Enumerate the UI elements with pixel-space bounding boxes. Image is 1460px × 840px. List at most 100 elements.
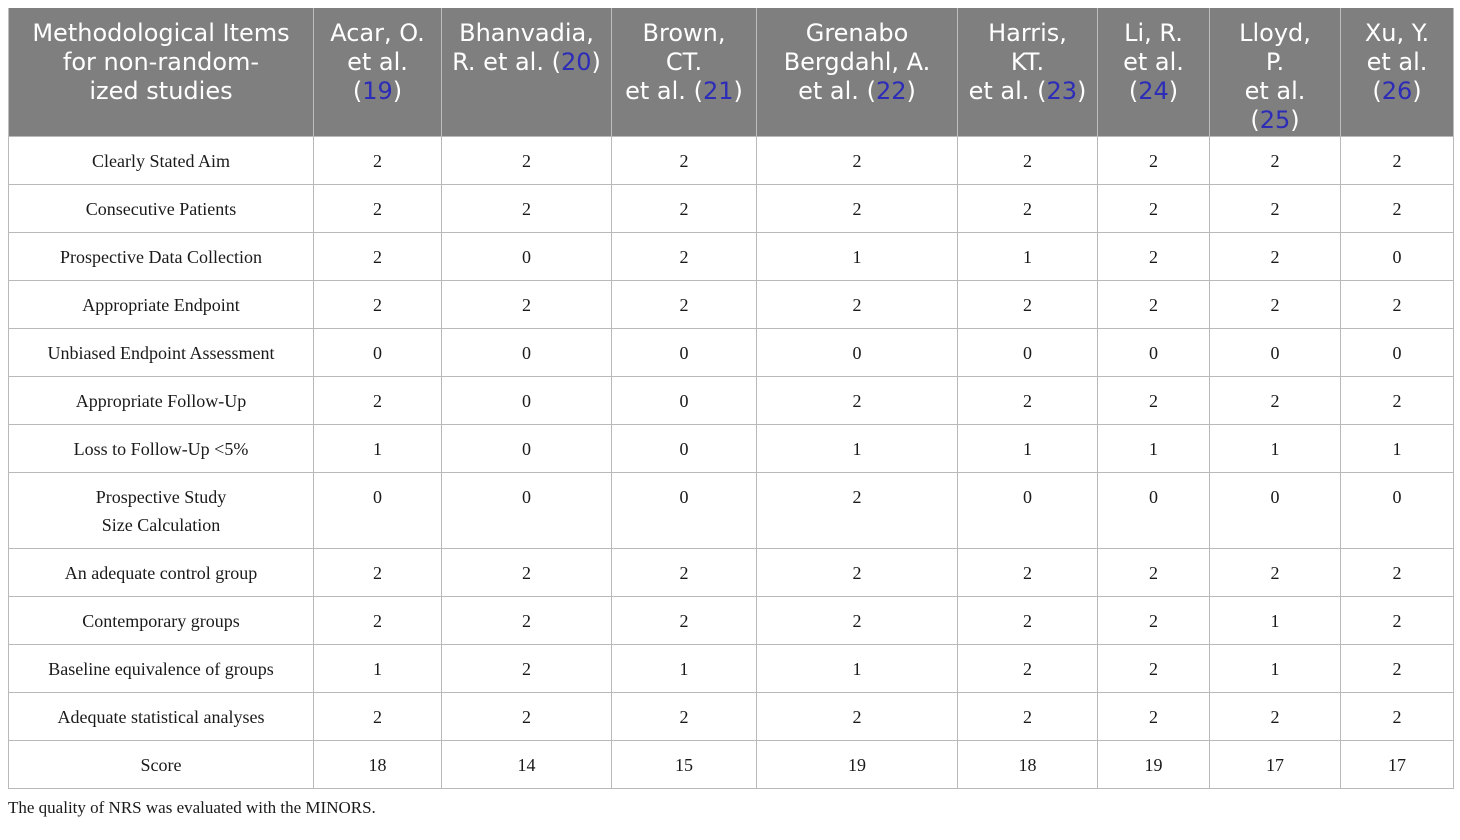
score-cell: 2 xyxy=(957,135,1098,185)
score-cell: 14 xyxy=(441,739,612,789)
score-cell: 2 xyxy=(1209,279,1341,329)
methodological-item-cell: Prospective Study Size Calculation xyxy=(8,471,314,549)
header-methodological-items: Methodological Items for non-random- ize… xyxy=(8,8,314,136)
study-name: Grenabo Bergdahl, A. et al. ( xyxy=(783,19,931,105)
score-cell: 17 xyxy=(1340,739,1454,789)
score-cell: 2 xyxy=(1097,643,1210,693)
score-cell: 1 xyxy=(1209,643,1341,693)
score-cell: 1 xyxy=(1097,423,1210,473)
reference-link[interactable]: 22 xyxy=(875,77,907,105)
score-cell: 2 xyxy=(313,595,442,645)
reference-link[interactable]: 26 xyxy=(1381,77,1413,105)
score-cell: 2 xyxy=(756,135,958,185)
header-row: Methodological Items for non-random- ize… xyxy=(8,8,1454,136)
table-row: Contemporary groups 2 2 2 2 2 2 1 2 xyxy=(8,595,1454,645)
close-paren: ) xyxy=(591,48,601,76)
methodological-item-cell: Appropriate Follow-Up xyxy=(8,375,314,425)
score-cell: 2 xyxy=(756,471,958,549)
score-cell: 19 xyxy=(756,739,958,789)
reference-link[interactable]: 24 xyxy=(1138,77,1169,105)
header-study-li: Li, R. et al. (24) xyxy=(1097,8,1210,136)
score-cell: 2 xyxy=(1209,547,1341,597)
score-cell: 2 xyxy=(1097,691,1210,741)
score-cell: 2 xyxy=(1097,595,1210,645)
score-cell: 2 xyxy=(611,231,757,281)
close-paren: ) xyxy=(1076,77,1087,105)
study-name: Acar, O. et al. ( xyxy=(330,19,425,105)
score-cell: 2 xyxy=(313,547,442,597)
score-cell: 2 xyxy=(441,183,612,233)
score-cell: 1 xyxy=(611,643,757,693)
methodological-item-cell: Loss to Follow-Up <5% xyxy=(8,423,314,473)
score-cell: 0 xyxy=(1097,471,1210,549)
score-cell: 1 xyxy=(756,231,958,281)
header-study-xu: Xu, Y. et al. (26) xyxy=(1340,8,1454,136)
score-cell: 2 xyxy=(1340,547,1454,597)
score-cell: 2 xyxy=(441,595,612,645)
header-study-grenabo-bergdahl: Grenabo Bergdahl, A. et al. (22) xyxy=(756,8,958,136)
reference-link[interactable]: 23 xyxy=(1046,77,1077,105)
close-paren: ) xyxy=(1290,106,1300,134)
score-cell: 2 xyxy=(441,279,612,329)
score-cell: 1 xyxy=(313,643,442,693)
study-name: Li, R. et al. ( xyxy=(1123,19,1184,105)
methodological-item-cell: Consecutive Patients xyxy=(8,183,314,233)
reference-link[interactable]: 25 xyxy=(1259,106,1291,134)
score-cell: 2 xyxy=(611,135,757,185)
score-cell: 2 xyxy=(1097,279,1210,329)
methodological-item-cell: Prospective Data Collection xyxy=(8,231,314,281)
methodological-item-cell: Adequate statistical analyses xyxy=(8,691,314,741)
reference-link[interactable]: 20 xyxy=(560,48,592,76)
score-cell: 0 xyxy=(1340,231,1454,281)
score-cell: 0 xyxy=(611,423,757,473)
score-cell: 2 xyxy=(957,279,1098,329)
score-cell: 1 xyxy=(957,423,1098,473)
table-row: Prospective Data Collection 2 0 2 1 1 2 2 0 xyxy=(8,231,1454,281)
table-row: An adequate control group 2 2 2 2 2 2 2 2 xyxy=(8,547,1454,597)
score-cell: 0 xyxy=(611,327,757,377)
score-cell: 2 xyxy=(957,375,1098,425)
score-cell: 0 xyxy=(1209,327,1341,377)
score-cell: 2 xyxy=(611,691,757,741)
methodological-item-cell: An adequate control group xyxy=(8,547,314,597)
score-cell: 1 xyxy=(1209,423,1341,473)
table-footnote: The quality of NRS was evaluated with th… xyxy=(8,797,376,817)
reference-link[interactable]: 21 xyxy=(702,77,734,105)
score-cell: 2 xyxy=(756,691,958,741)
study-name: Bhanvadia, R. et al. ( xyxy=(452,19,594,76)
table-body: Clearly Stated Aim 2 2 2 2 2 2 2 2 Consecutive Pa… xyxy=(8,135,1454,789)
score-cell: 2 xyxy=(441,135,612,185)
header-study-bhanvadia: Bhanvadia, R. et al. (20) xyxy=(441,8,612,136)
close-paren: ) xyxy=(906,77,916,105)
reference-link[interactable]: 19 xyxy=(362,77,393,105)
score-cell: 2 xyxy=(1340,643,1454,693)
score-cell: 0 xyxy=(441,471,612,549)
score-cell: 2 xyxy=(756,279,958,329)
score-cell: 0 xyxy=(957,327,1098,377)
score-cell: 19 xyxy=(1097,739,1210,789)
score-cell: 2 xyxy=(1340,595,1454,645)
table-row: Prospective Study Size Calculation 0 0 0 2 0 0… xyxy=(8,471,1454,549)
score-cell: 2 xyxy=(1340,279,1454,329)
score-cell: 0 xyxy=(1097,327,1210,377)
score-cell: 2 xyxy=(313,135,442,185)
methodological-item-cell: Appropriate Endpoint xyxy=(8,279,314,329)
table-row: Clearly Stated Aim 2 2 2 2 2 2 2 2 xyxy=(8,135,1454,185)
minors-table-container: Methodological Items for non-random- ize… xyxy=(8,8,1454,818)
score-cell: 2 xyxy=(1340,691,1454,741)
score-cell: 2 xyxy=(1097,183,1210,233)
score-cell: 2 xyxy=(1097,375,1210,425)
score-cell: 1 xyxy=(756,423,958,473)
score-cell: 0 xyxy=(1340,471,1454,549)
score-cell: 2 xyxy=(611,595,757,645)
methodological-item-cell: Contemporary groups xyxy=(8,595,314,645)
score-cell: 2 xyxy=(313,691,442,741)
score-cell: 2 xyxy=(756,595,958,645)
score-cell: 2 xyxy=(313,279,442,329)
score-cell: 2 xyxy=(1340,183,1454,233)
minors-quality-table: Methodological Items for non-random- ize… xyxy=(8,8,1454,789)
score-cell: 1 xyxy=(756,643,958,693)
score-cell: 0 xyxy=(441,327,612,377)
score-cell: 2 xyxy=(1340,375,1454,425)
score-cell: 0 xyxy=(441,231,612,281)
